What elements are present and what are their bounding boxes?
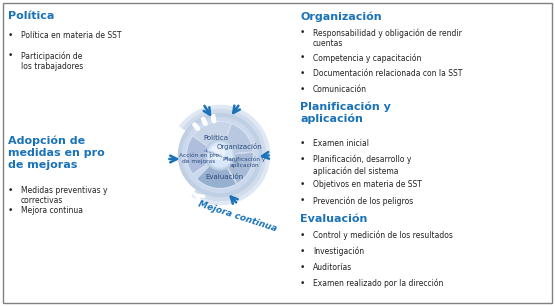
Wedge shape (196, 165, 237, 188)
Text: Comunicación: Comunicación (313, 85, 367, 94)
Text: Examen realizado por la dirección: Examen realizado por la dirección (313, 279, 443, 289)
Text: Política: Política (8, 11, 54, 21)
Circle shape (174, 110, 265, 200)
Circle shape (179, 114, 261, 196)
Text: •: • (300, 247, 305, 256)
Circle shape (208, 143, 232, 167)
Text: Documentación relacionada con la SST: Documentación relacionada con la SST (313, 69, 462, 78)
Text: Planificación y
aplicación: Planificación y aplicación (223, 156, 265, 168)
Text: Planificación, desarrollo y
aplicación del sistema: Planificación, desarrollo y aplicación d… (313, 155, 411, 176)
Text: •: • (300, 69, 305, 78)
Text: Auditoría  Acción: Auditoría Acción (203, 148, 239, 164)
Wedge shape (193, 121, 231, 147)
Text: Objetivos en materia de SST: Objetivos en materia de SST (313, 180, 422, 189)
Text: •: • (300, 263, 305, 272)
Text: Mejora continua: Mejora continua (21, 206, 83, 215)
Text: •: • (300, 196, 305, 205)
Circle shape (183, 118, 258, 192)
FancyBboxPatch shape (3, 3, 552, 303)
Circle shape (206, 141, 234, 169)
Circle shape (170, 106, 270, 204)
Text: Participación de
los trabajadores: Participación de los trabajadores (21, 51, 83, 71)
Text: Evaluación: Evaluación (300, 214, 367, 224)
Wedge shape (225, 124, 254, 154)
Text: •: • (8, 186, 13, 195)
Text: Organización: Organización (300, 11, 382, 21)
Text: •: • (300, 180, 305, 189)
Circle shape (205, 140, 235, 170)
Text: Investigación: Investigación (313, 247, 364, 256)
Text: Planificación y
aplicación: Planificación y aplicación (300, 101, 391, 124)
Text: •: • (8, 51, 13, 60)
Text: •: • (8, 31, 13, 40)
Text: Auditorías: Auditorías (313, 263, 352, 272)
Text: •: • (300, 28, 305, 37)
Text: Acción en pro
de mejoras: Acción en pro de mejoras (179, 152, 219, 164)
Text: Mejora continua: Mejora continua (198, 200, 279, 233)
Text: Política: Política (204, 135, 229, 141)
Text: Política en materia de SST: Política en materia de SST (21, 31, 122, 40)
Text: Competencia y capacitación: Competencia y capacitación (313, 53, 421, 62)
Text: Medidas preventivas y
correctivas: Medidas preventivas y correctivas (21, 186, 108, 205)
Text: Prevención de los peligros: Prevención de los peligros (313, 196, 413, 206)
Circle shape (211, 146, 225, 159)
Text: Control y medición de los resultados: Control y medición de los resultados (313, 231, 453, 241)
Text: Organización: Organización (216, 143, 262, 150)
Text: •: • (300, 155, 305, 164)
Text: Evaluación: Evaluación (205, 174, 243, 180)
Text: •: • (300, 85, 305, 94)
Text: •: • (8, 206, 13, 215)
Text: Adopción de
medidas en pro
de mejoras: Adopción de medidas en pro de mejoras (8, 136, 105, 170)
Wedge shape (227, 152, 254, 184)
Text: Examen inicial: Examen inicial (313, 139, 369, 148)
Text: •: • (300, 231, 305, 240)
Text: Responsabilidad y obligación de rendir
cuentas: Responsabilidad y obligación de rendir c… (313, 28, 462, 48)
Text: •: • (300, 139, 305, 148)
Wedge shape (186, 136, 209, 174)
Text: •: • (300, 279, 305, 288)
Text: •: • (300, 53, 305, 62)
